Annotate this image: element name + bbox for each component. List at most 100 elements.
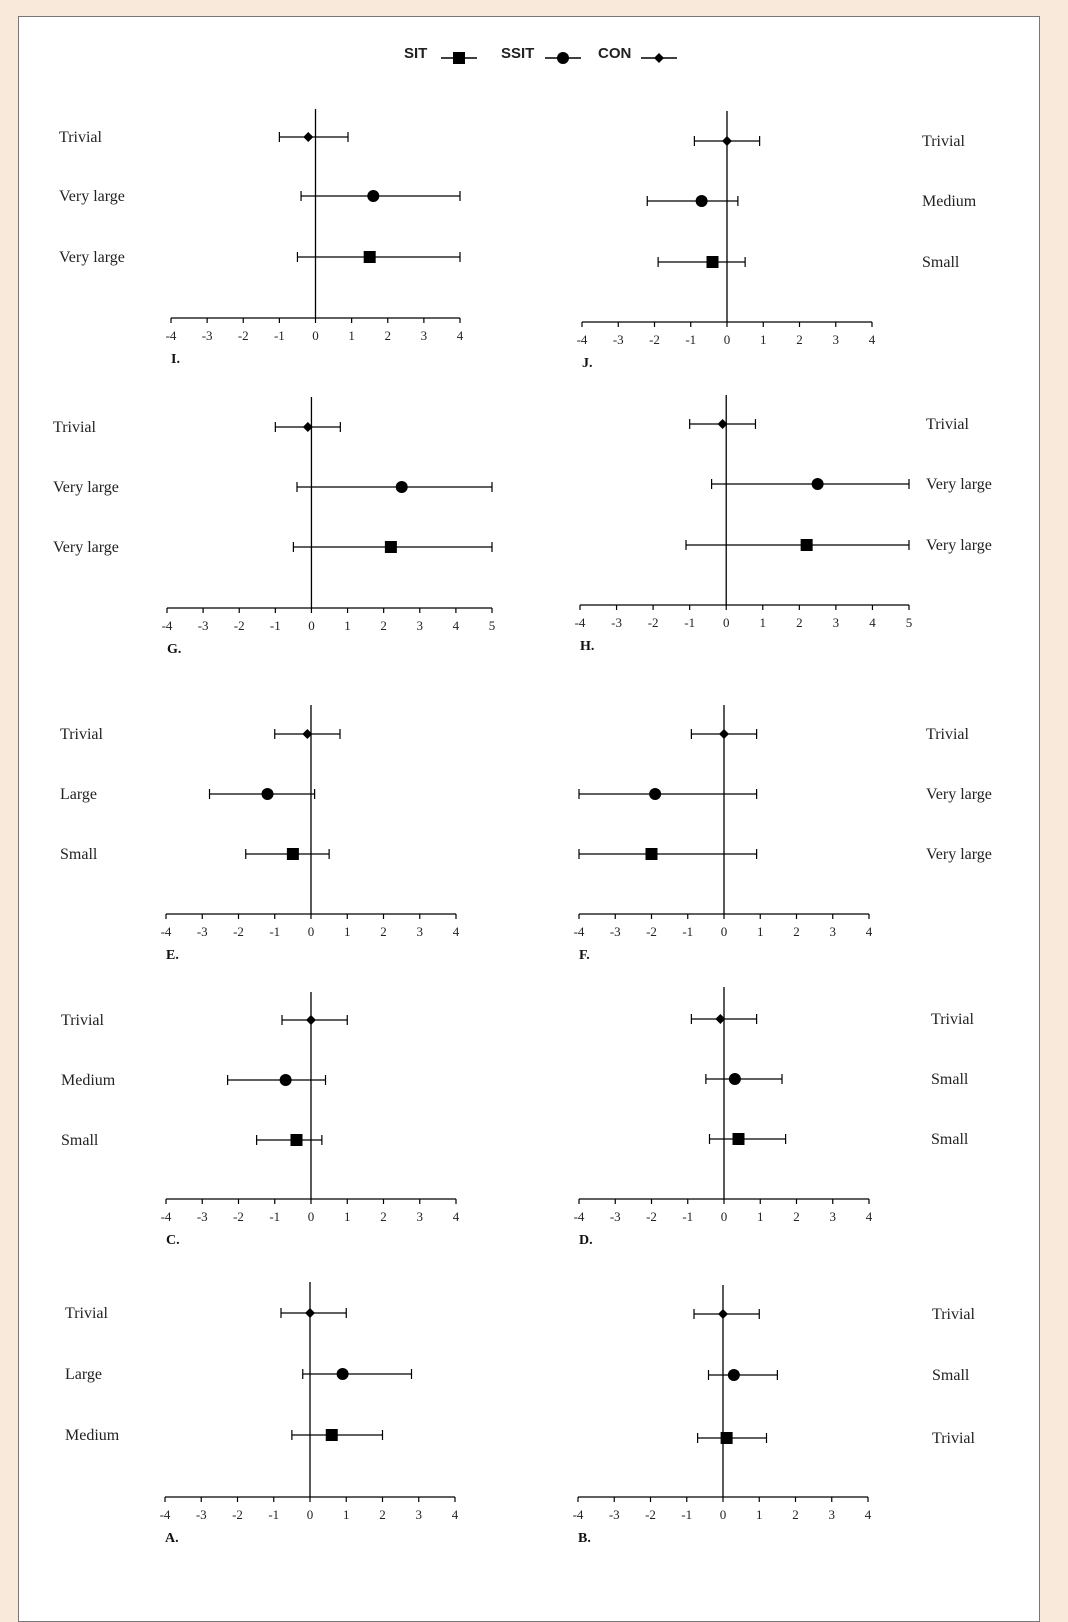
x-tick-label: 2 [380, 924, 387, 939]
x-tick-label: 2 [385, 328, 392, 343]
con-point [718, 1309, 728, 1319]
sit-point [363, 251, 376, 263]
con-point [306, 1015, 316, 1025]
x-tick-label: -3 [610, 1209, 621, 1224]
effect-size-label: Very large [53, 479, 119, 496]
x-tick-label: 1 [348, 328, 355, 343]
x-tick-label: 1 [756, 1507, 763, 1522]
x-tick-label: 2 [379, 1507, 386, 1522]
x-tick-label: 1 [343, 1507, 350, 1522]
legend-circle-marker [545, 52, 581, 64]
sit-point [286, 848, 299, 860]
x-tick-label: -1 [269, 1209, 280, 1224]
x-tick-label: 3 [417, 1209, 424, 1224]
effect-size-label: Trivial [53, 419, 97, 436]
x-tick-label: 4 [457, 328, 464, 343]
x-tick-label: 4 [869, 615, 876, 630]
panel-label: H. [580, 639, 594, 654]
x-tick-label: 3 [833, 615, 840, 630]
x-tick-label: -1 [268, 1507, 279, 1522]
x-tick-label: 1 [757, 924, 764, 939]
forest-plots: -4 -3 -2 -1 0 1 2 3 4 I. Trivial Very large Very lar… [53, 109, 992, 1546]
x-tick-label: 1 [760, 615, 767, 630]
x-tick-label: -2 [645, 1507, 656, 1522]
effect-size-label: Small [932, 1367, 970, 1384]
panel-label: F. [579, 948, 590, 963]
ssit-point [695, 195, 708, 207]
legend-label-con: CON [598, 45, 632, 62]
x-tick-label: 5 [489, 618, 496, 633]
x-tick-label: 3 [417, 924, 424, 939]
x-tick-label: -2 [648, 615, 659, 630]
sit-point [732, 1133, 745, 1145]
x-tick-label: 4 [453, 1209, 460, 1224]
effect-size-label: Large [65, 1366, 102, 1383]
x-tick-label: -1 [682, 1209, 693, 1224]
effect-size-label: Trivial [61, 1012, 105, 1029]
effect-size-label: Very large [926, 537, 992, 554]
x-tick-label: -1 [682, 924, 693, 939]
con-point [303, 132, 314, 142]
x-tick-label: 3 [416, 1507, 423, 1522]
x-tick-label: 3 [417, 618, 424, 633]
x-tick-label: 4 [453, 924, 460, 939]
x-tick-label: 1 [757, 1209, 764, 1224]
x-tick-label: 5 [906, 615, 913, 630]
x-tick-label: -3 [197, 924, 208, 939]
ssit-point [395, 481, 408, 493]
effect-size-label: Very large [926, 846, 992, 863]
x-tick-label: -4 [574, 924, 585, 939]
x-tick-label: -2 [232, 1507, 243, 1522]
effect-size-label: Small [61, 1132, 99, 1149]
x-tick-label: 4 [453, 618, 460, 633]
x-tick-label: -1 [684, 615, 695, 630]
panel-label: A. [165, 1531, 179, 1546]
x-tick-label: 2 [380, 618, 387, 633]
con-point [302, 729, 313, 739]
x-tick-label: 3 [421, 328, 428, 343]
legend-label-sit: SIT [404, 45, 428, 62]
x-tick-label: 0 [724, 332, 731, 347]
x-tick-label: 4 [866, 1209, 873, 1224]
legend-diamond-marker [641, 53, 677, 63]
x-tick-label: -4 [161, 924, 172, 939]
x-tick-label: -1 [270, 618, 281, 633]
x-tick-label: 2 [380, 1209, 387, 1224]
x-tick-label: 4 [865, 1507, 872, 1522]
ssit-point [279, 1074, 292, 1086]
con-point [717, 419, 728, 429]
sit-point [800, 539, 813, 551]
ssit-point [261, 788, 274, 800]
sit-point [706, 256, 719, 268]
x-tick-label: 3 [830, 1209, 837, 1224]
panel-label: G. [167, 642, 181, 657]
effect-size-label: Small [931, 1131, 969, 1148]
effect-size-label: Trivial [932, 1306, 976, 1323]
sit-point [325, 1429, 338, 1441]
x-tick-label: -3 [197, 1209, 208, 1224]
con-point [715, 1014, 726, 1024]
effect-size-label: Small [931, 1071, 969, 1088]
sit-point [645, 848, 658, 860]
x-tick-label: 0 [721, 1209, 728, 1224]
x-tick-label: -2 [233, 1209, 244, 1224]
legend-label-ssit: SSIT [501, 45, 535, 62]
x-tick-label: -3 [611, 615, 622, 630]
x-tick-label: -2 [649, 332, 660, 347]
x-tick-label: -2 [233, 924, 244, 939]
effect-size-label: Small [922, 254, 960, 271]
effect-size-label: Small [60, 846, 98, 863]
x-tick-label: -4 [577, 332, 588, 347]
x-tick-label: 2 [796, 615, 803, 630]
x-tick-label: -4 [573, 1507, 584, 1522]
x-tick-label: 1 [344, 618, 351, 633]
effect-size-label: Medium [61, 1072, 116, 1089]
sit-point [290, 1134, 303, 1146]
x-tick-label: 4 [452, 1507, 459, 1522]
panel-label: I. [171, 352, 180, 367]
x-tick-label: -2 [646, 924, 657, 939]
con-point [302, 422, 313, 432]
x-tick-label: -4 [160, 1507, 171, 1522]
x-tick-label: 1 [344, 1209, 351, 1224]
legend: SIT SSIT CON [19, 45, 1039, 75]
